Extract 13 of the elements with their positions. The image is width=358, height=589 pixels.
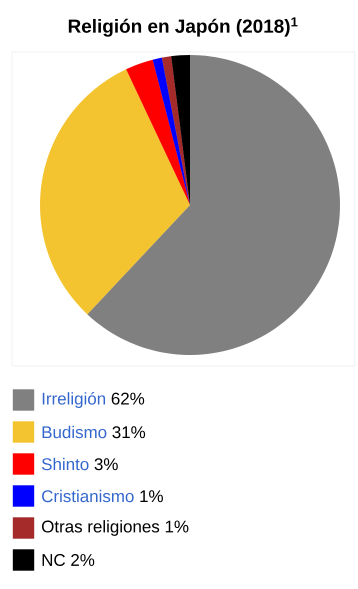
legend-label: Cristianismo <box>42 490 134 502</box>
legend-label: Shinto <box>42 458 88 470</box>
data-label: 62% <box>112 392 144 405</box>
data-label: 1% <box>140 490 163 502</box>
data-label: 31% <box>112 426 146 438</box>
data-label: 2% <box>71 554 94 566</box>
legend-label: Otras religiones <box>42 520 160 536</box>
data-label: 1% <box>166 520 188 532</box>
data-label: 3% <box>94 458 118 470</box>
legend-label: Irreligión <box>42 392 106 408</box>
legend-label: NC <box>42 554 66 566</box>
chart-title: Religión en Japón (2018)$^{1}$ <box>68 17 298 37</box>
legend-label: Budismo <box>42 426 106 438</box>
